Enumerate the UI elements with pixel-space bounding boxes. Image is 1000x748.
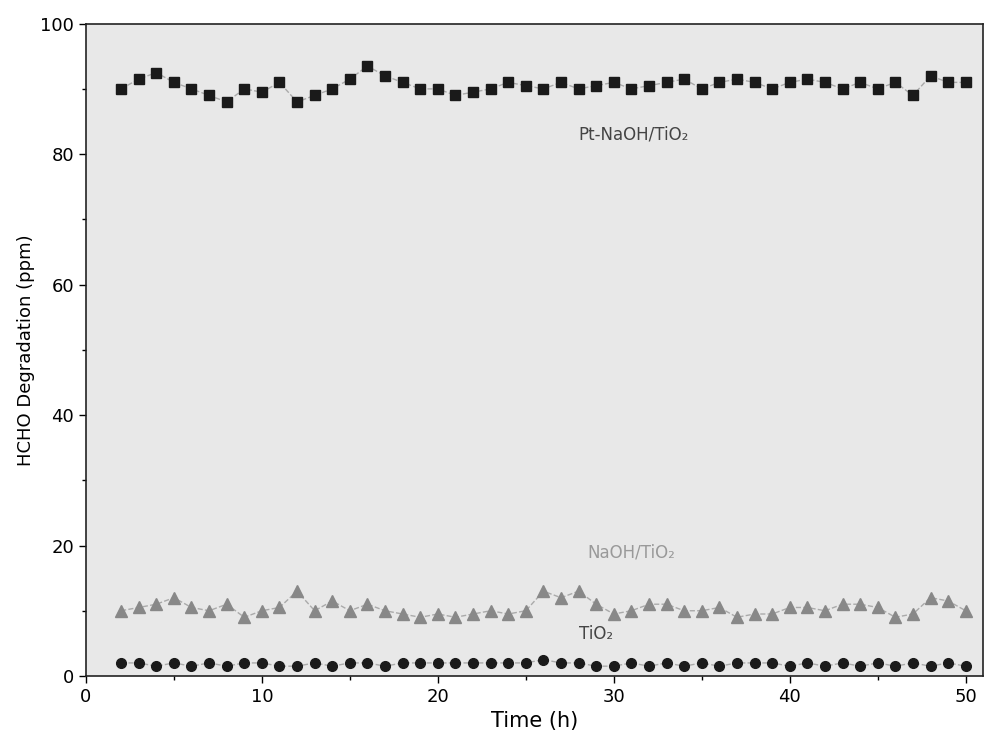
X-axis label: Time (h): Time (h) bbox=[491, 711, 578, 732]
Text: Pt-NaOH/TiO₂: Pt-NaOH/TiO₂ bbox=[579, 126, 689, 144]
Text: TiO₂: TiO₂ bbox=[579, 625, 613, 643]
Text: NaOH/TiO₂: NaOH/TiO₂ bbox=[587, 543, 675, 561]
Y-axis label: HCHO Degradation (ppm): HCHO Degradation (ppm) bbox=[17, 234, 35, 466]
